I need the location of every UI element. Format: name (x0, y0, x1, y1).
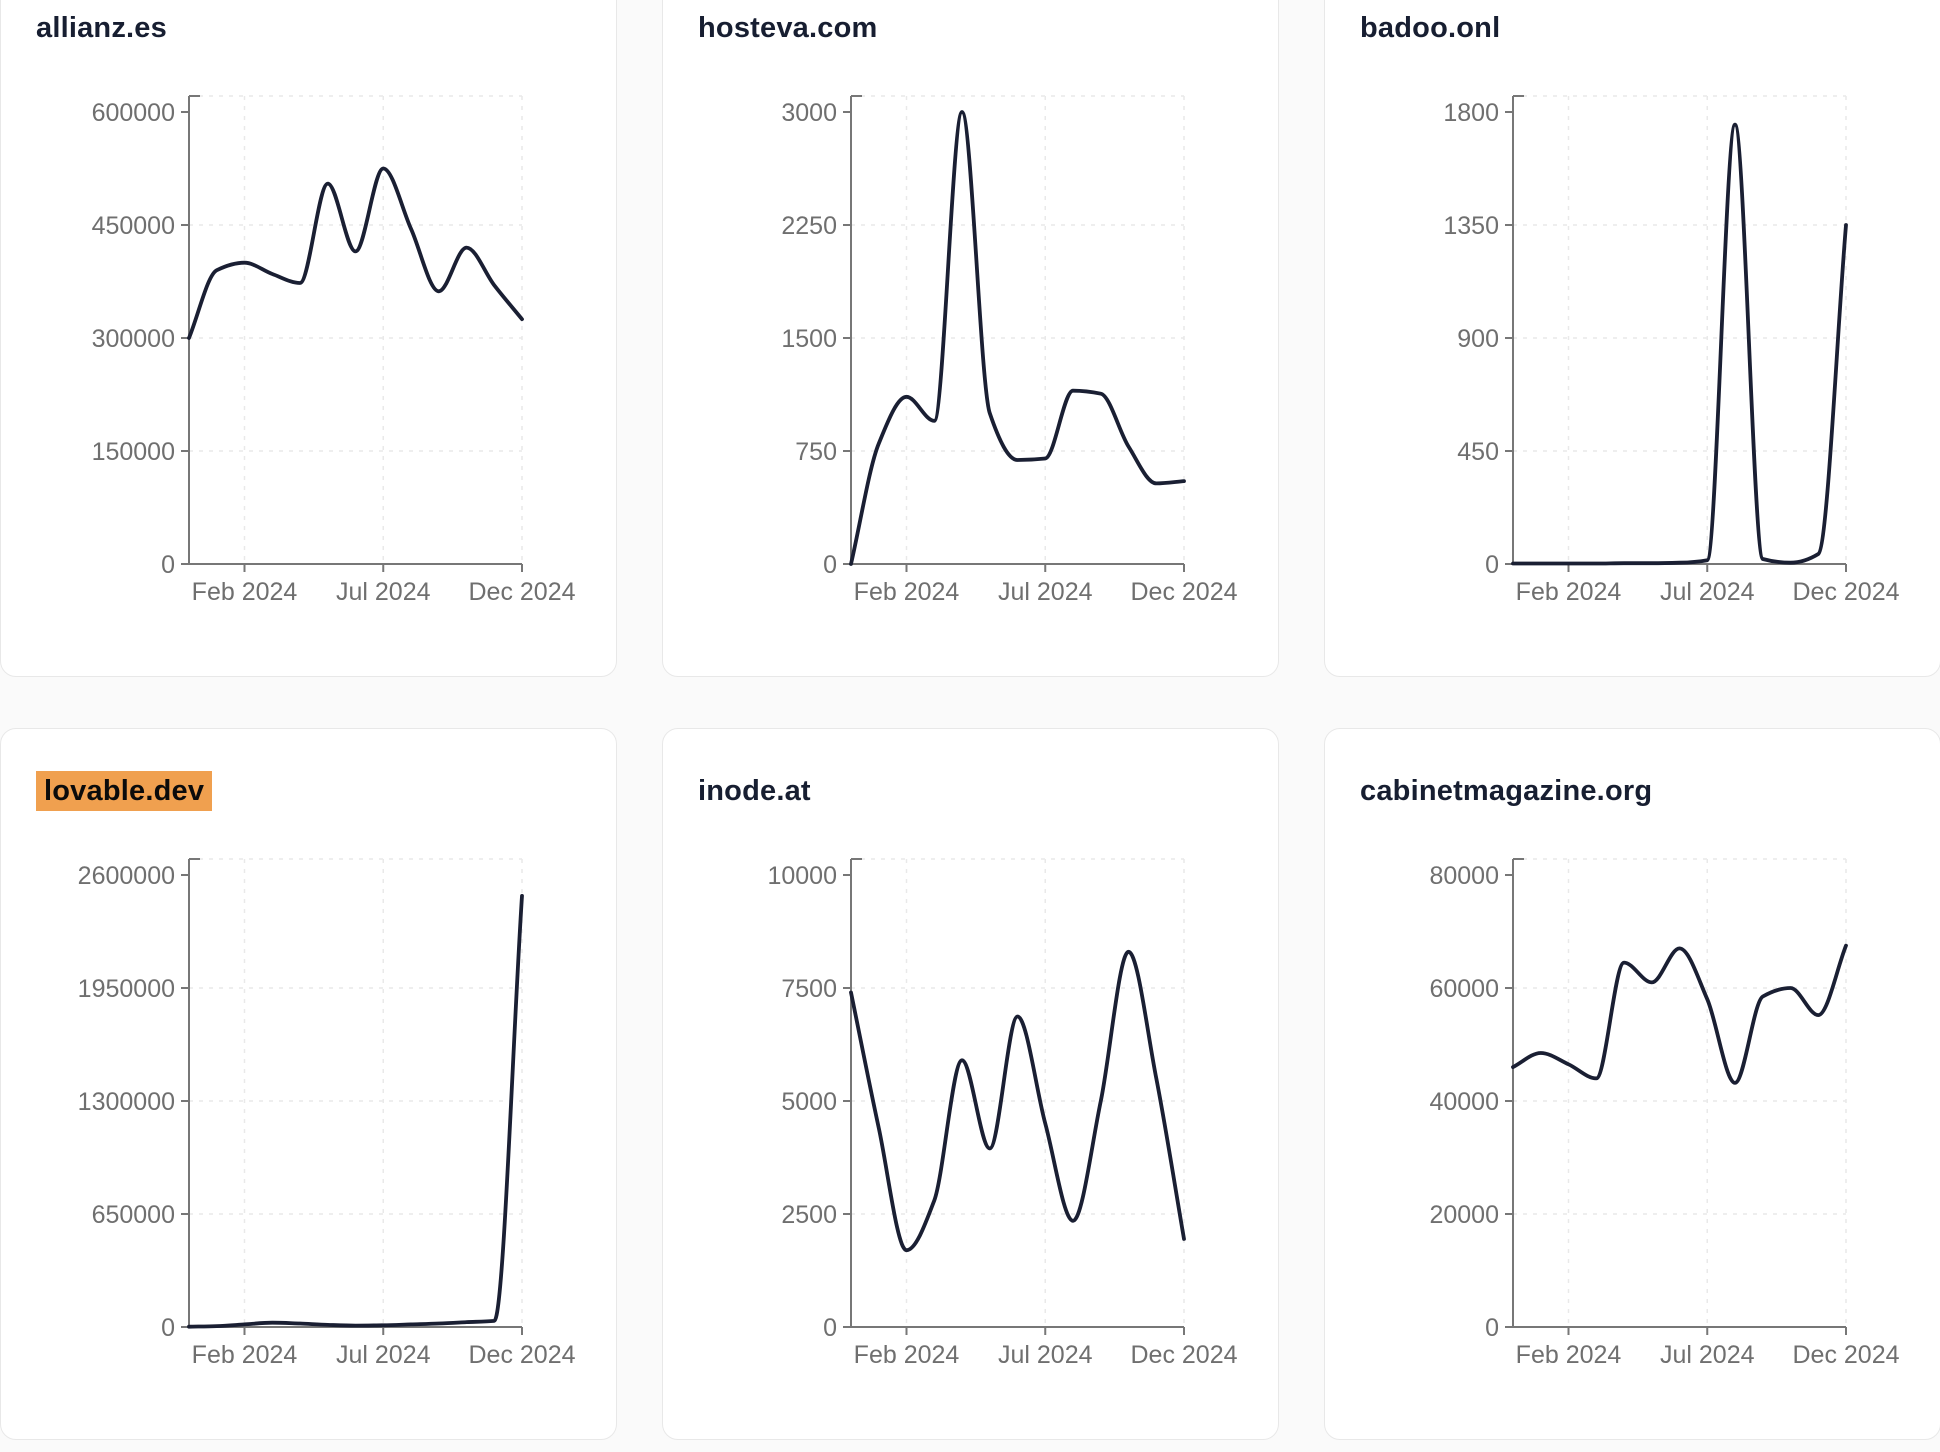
domain-chart-card-badoo[interactable]: badoo.onl 0 450 900 1350 1800 Feb 2024 Jul 202… (1324, 0, 1940, 677)
domain-chart-card-allianz[interactable]: allianz.es 0 150000 300000 450000 600000 Feb … (0, 0, 617, 677)
x-tick-label: Dec 2024 (468, 578, 575, 606)
chart-title: badoo.onl (1360, 8, 1500, 48)
x-tick-label: Jul 2024 (336, 578, 431, 606)
y-tick-label: 3000 (781, 99, 837, 127)
x-tick-label: Feb 2024 (854, 578, 960, 606)
y-tick-label: 900 (1457, 325, 1499, 353)
line-chart: 0 750 1500 2250 3000 Feb 2024 Jul 2024 Dec 2024 (781, 95, 1238, 606)
domain-name: lovable.dev (36, 771, 213, 811)
y-tick-label: 2250 (781, 212, 837, 240)
y-tick-label: 1950000 (78, 975, 175, 1003)
x-tick-label: Feb 2024 (1516, 578, 1622, 606)
chart-title: inode.at (698, 771, 811, 811)
y-tick-label: 5000 (781, 1088, 837, 1116)
domain-chart-card-hosteva[interactable]: hosteva.com 0 750 1500 2250 3000 Feb 2024 Jul … (662, 0, 1279, 677)
x-tick-label: Dec 2024 (1130, 1341, 1237, 1369)
domain-chart-card-lovable[interactable]: lovable.dev 0 650000 1300000 1950000 2600000… (0, 728, 617, 1440)
series-line (187, 166, 524, 340)
line-chart: 0 450 900 1350 1800 Feb 2024 Jul 2024 Dec 2024 (1443, 95, 1900, 606)
series-line (187, 894, 524, 1329)
y-tick-label: 1500 (781, 325, 837, 353)
x-tick-label: Jul 2024 (336, 1341, 431, 1369)
domain-name: inode.at (698, 775, 811, 807)
chart-title: hosteva.com (698, 8, 878, 48)
series-line (1511, 943, 1848, 1085)
line-chart: 0 2500 5000 7500 10000 Feb 2024 Jul 2024 Dec 20… (767, 858, 1238, 1369)
chart-title: allianz.es (36, 8, 167, 48)
y-tick-label: 150000 (92, 438, 175, 466)
y-tick-label: 0 (823, 1314, 837, 1342)
chart-title: cabinetmagazine.org (1360, 771, 1652, 811)
y-tick-label: 600000 (92, 99, 175, 127)
x-tick-label: Dec 2024 (1130, 578, 1237, 606)
x-tick-label: Dec 2024 (1792, 1341, 1899, 1369)
y-tick-label: 1800 (1443, 99, 1499, 127)
y-tick-label: 0 (1485, 551, 1499, 579)
x-tick-label: Jul 2024 (1660, 1341, 1755, 1369)
y-tick-label: 750 (795, 438, 837, 466)
series-line (849, 949, 1186, 1253)
x-tick-label: Dec 2024 (1792, 578, 1899, 606)
line-chart: 0 150000 300000 450000 600000 Feb 2024 Jul 202… (92, 95, 576, 606)
chart-title: lovable.dev (36, 771, 213, 811)
y-tick-label: 20000 (1429, 1201, 1499, 1229)
domain-name: hosteva.com (698, 12, 878, 44)
series-line (1511, 122, 1848, 566)
domain-name: allianz.es (36, 12, 167, 44)
y-tick-label: 0 (823, 551, 837, 579)
domain-name: cabinetmagazine.org (1360, 775, 1653, 807)
x-tick-label: Dec 2024 (468, 1341, 575, 1369)
y-tick-label: 7500 (781, 975, 837, 1003)
y-tick-label: 0 (161, 1314, 175, 1342)
domain-chart-card-inode[interactable]: inode.at 0 2500 5000 7500 10000 Feb 2024 Jul 2… (662, 728, 1279, 1440)
y-tick-label: 0 (161, 551, 175, 579)
y-tick-label: 2500 (781, 1201, 837, 1229)
x-tick-label: Jul 2024 (998, 578, 1093, 606)
y-tick-label: 450 (1457, 438, 1499, 466)
x-tick-label: Feb 2024 (1516, 1341, 1622, 1369)
y-tick-label: 60000 (1429, 975, 1499, 1003)
y-tick-label: 1300000 (78, 1088, 175, 1116)
x-tick-label: Feb 2024 (192, 578, 298, 606)
y-tick-label: 450000 (92, 212, 175, 240)
series-line (849, 110, 1186, 566)
domain-name: badoo.onl (1360, 12, 1501, 44)
y-tick-label: 2600000 (78, 862, 175, 890)
x-tick-label: Jul 2024 (998, 1341, 1093, 1369)
x-tick-label: Feb 2024 (854, 1341, 960, 1369)
y-tick-label: 300000 (92, 325, 175, 353)
y-tick-label: 80000 (1429, 862, 1499, 890)
y-tick-label: 40000 (1429, 1088, 1499, 1116)
line-chart: 0 20000 40000 60000 80000 Feb 2024 Jul 2024 Dec… (1429, 858, 1900, 1369)
y-tick-label: 1350 (1443, 212, 1499, 240)
y-tick-label: 0 (1485, 1314, 1499, 1342)
line-chart: 0 650000 1300000 1950000 2600000 Feb 2024 Jul … (78, 858, 576, 1369)
x-tick-label: Jul 2024 (1660, 578, 1755, 606)
y-tick-label: 650000 (92, 1201, 175, 1229)
x-tick-label: Feb 2024 (192, 1341, 298, 1369)
domain-chart-card-cabinetmagazine[interactable]: cabinetmagazine.org 0 20000 40000 60000 8000… (1324, 728, 1940, 1440)
y-tick-label: 10000 (767, 862, 837, 890)
